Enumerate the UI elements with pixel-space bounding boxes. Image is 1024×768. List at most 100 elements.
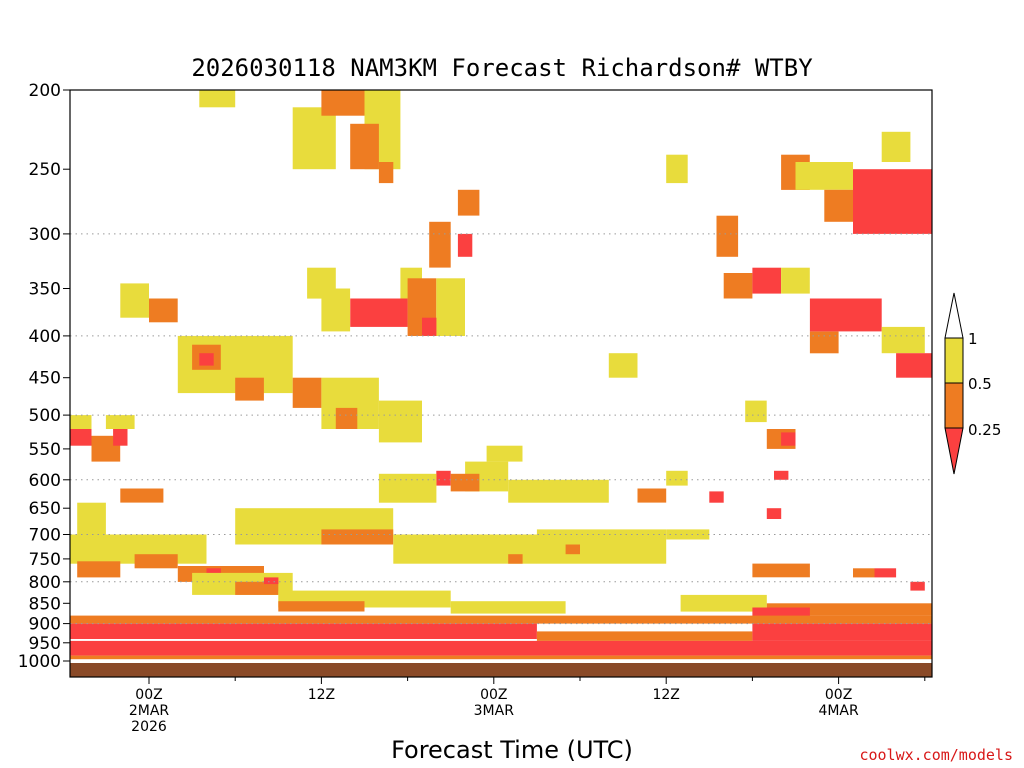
shaded-region-60	[120, 488, 164, 503]
ground-layer	[70, 663, 932, 677]
shaded-region-6	[457, 189, 480, 216]
shaded-region-21	[321, 288, 351, 332]
shaded-region-59	[766, 508, 782, 519]
shaded-region-73	[206, 568, 221, 578]
shaded-region-75	[235, 581, 279, 595]
y-tick-label-1000: 1000	[18, 652, 61, 672]
shaded-region-28	[809, 298, 882, 332]
shaded-region-43	[781, 432, 796, 446]
shaded-region-26	[752, 267, 782, 294]
shaded-region-55	[637, 488, 667, 503]
shaded-region-5	[378, 162, 394, 184]
shaded-region-34	[199, 353, 214, 366]
shaded-region-23	[436, 278, 465, 336]
shaded-region-14	[429, 221, 451, 268]
shaded-region-82	[853, 568, 875, 578]
colorbar: 1 0.5 0.25	[944, 292, 1001, 475]
shaded-region-12	[881, 131, 911, 162]
x-tick-label-0-1: 2MAR	[129, 703, 170, 719]
y-tick-label-950: 950	[29, 634, 61, 654]
shaded-region-63	[321, 529, 394, 545]
shaded-region-41	[745, 400, 767, 423]
shaded-region-80	[680, 594, 767, 612]
y-tick-label-550: 550	[29, 440, 61, 460]
shaded-region-13	[716, 215, 739, 257]
shaded-region-76	[264, 577, 279, 585]
colorbar-bin-2	[944, 382, 964, 429]
y-tick-label-250: 250	[29, 160, 61, 180]
shaded-region-2	[321, 90, 365, 116]
shaded-region-31	[896, 353, 932, 378]
shaded-region-67	[565, 544, 580, 555]
shaded-region-0	[199, 90, 236, 108]
shaded-region-30	[881, 326, 925, 354]
shaded-region-20	[350, 298, 408, 327]
plot-frame	[69, 89, 933, 678]
shaded-region-79	[450, 601, 566, 614]
y-tick-label-900: 900	[29, 615, 61, 635]
shaded-region-66	[536, 529, 667, 564]
shaded-region-52	[450, 473, 480, 492]
x-tick-label-48-0: 00Z	[825, 687, 852, 703]
y-tick-label-850: 850	[29, 594, 61, 614]
shaded-region-53	[378, 473, 437, 503]
colorbar-bin-0	[944, 292, 964, 339]
shaded-region-58	[709, 491, 724, 503]
shaded-region-83	[874, 568, 897, 578]
shaded-region-57	[774, 470, 789, 480]
colorbar-label-1: 0.5	[968, 375, 992, 393]
shaded-region-24	[422, 317, 437, 336]
shaded-region-15	[457, 233, 473, 257]
colorbar-label-2: 0.25	[968, 421, 1001, 439]
shaded-region-92	[70, 655, 932, 660]
shaded-region-65	[508, 554, 523, 564]
y-tick-label-750: 750	[29, 550, 61, 570]
shaded-region-70	[134, 554, 178, 569]
gridlines	[70, 233, 932, 625]
y-tick-label-650: 650	[29, 499, 61, 519]
x-tick-label-24-0: 00Z	[480, 687, 507, 703]
shaded-region-39	[378, 400, 422, 443]
credit-label: coolwx.com/models	[859, 746, 1013, 764]
shaded-region-51	[436, 470, 451, 486]
shaded-region-78	[278, 601, 365, 612]
chart-title: 2026030118 NAM3KM Forecast Richardson# W…	[191, 54, 813, 82]
shaded-region-49	[486, 445, 523, 462]
shaded-region-71	[77, 561, 121, 578]
plot-area	[69, 89, 933, 678]
shaded-region-40	[608, 353, 638, 378]
shaded-region-91	[70, 640, 932, 656]
shaded-region-29	[809, 331, 839, 354]
y-tick-label-800: 800	[29, 573, 61, 593]
colorbar-label-0: 1	[968, 330, 978, 348]
shaded-region-36	[292, 377, 322, 408]
shaded-region-89	[536, 631, 753, 641]
x-tick-label-36-0: 12Z	[652, 687, 679, 703]
shaded-region-48	[105, 415, 135, 429]
x-tick-label-12-0: 12Z	[308, 687, 335, 703]
y-tick-label-200: 200	[29, 81, 61, 101]
x-tick-label-0-2: 2026	[131, 719, 167, 735]
y-tick-label-500: 500	[29, 406, 61, 426]
colorbar-bin-1	[944, 337, 964, 384]
shaded-region-87	[70, 615, 932, 624]
x-axis-label: Forecast Time (UTC)	[391, 736, 633, 764]
shaded-region-47	[113, 429, 128, 446]
shaded-regions	[70, 90, 932, 660]
shaded-region-56	[666, 470, 688, 486]
shaded-region-19	[120, 283, 149, 318]
shaded-region-18	[149, 298, 178, 323]
y-tick-label-700: 700	[29, 526, 61, 546]
shaded-region-1	[292, 107, 336, 170]
y-tick-label-300: 300	[29, 225, 61, 245]
y-axis: 200 250 300 350 400 450 500 550 600 650 700 750 8008…	[18, 81, 70, 672]
y-tick-label-600: 600	[29, 471, 61, 491]
shaded-region-38	[335, 407, 358, 429]
shaded-region-11	[824, 189, 853, 222]
shaded-region-27	[781, 267, 810, 294]
shaded-region-45	[70, 429, 92, 446]
y-tick-label-450: 450	[29, 369, 61, 389]
shaded-region-88	[70, 623, 537, 639]
